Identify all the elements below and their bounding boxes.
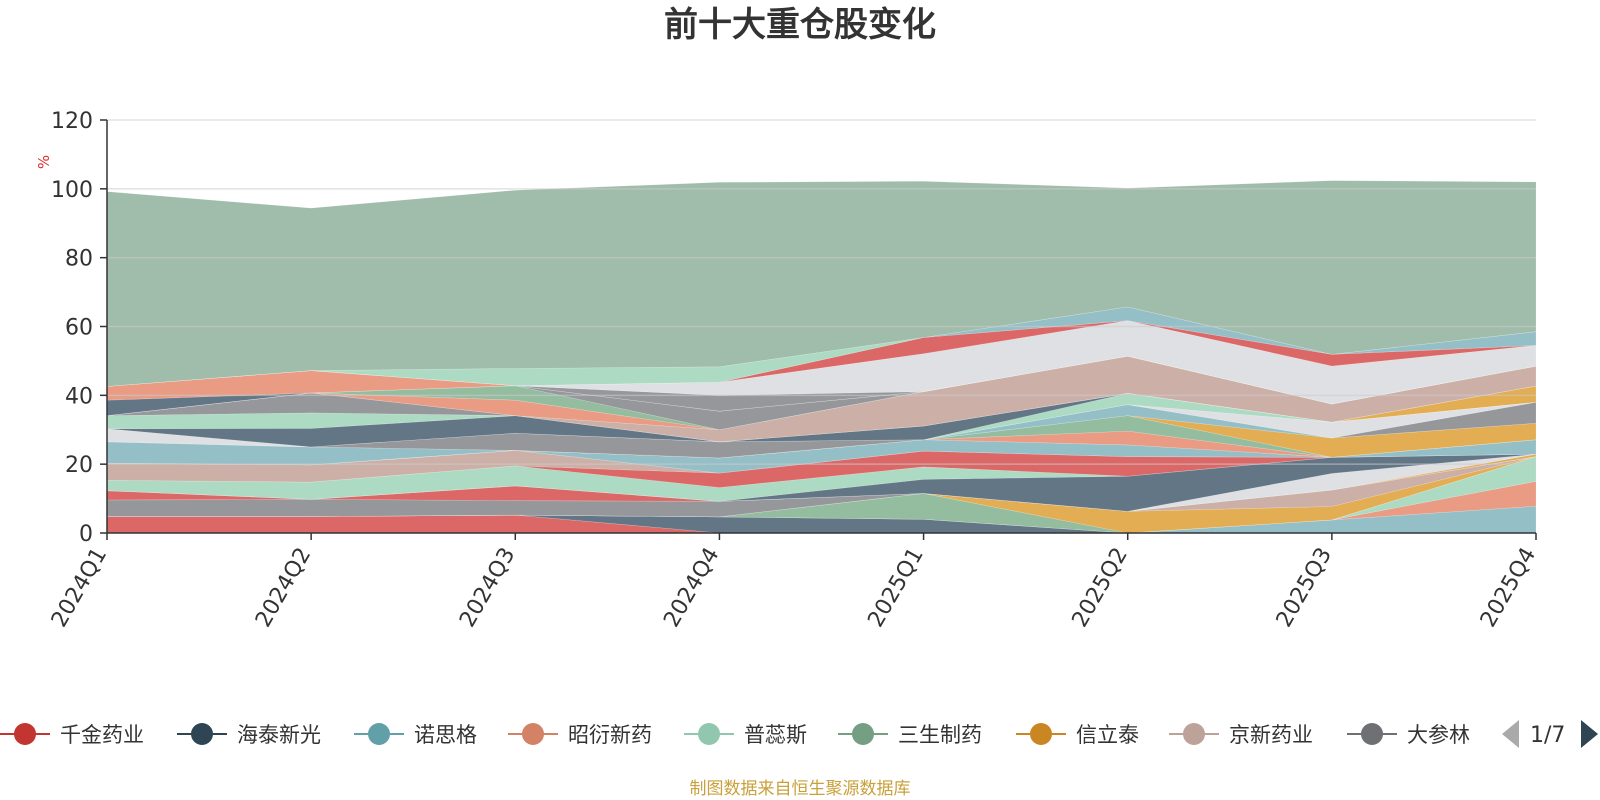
legend-marker-icon xyxy=(191,723,213,745)
x-tick-label-1: 2024Q2 xyxy=(251,544,316,632)
area-series-23 xyxy=(106,392,1537,448)
legend-label: 大参林 xyxy=(1407,723,1470,747)
y-tick-label-80: 80 xyxy=(65,247,93,272)
pager-label: 1/7 xyxy=(1530,723,1565,748)
legend-pager: 1/7 xyxy=(1502,720,1598,748)
area-series-9 xyxy=(106,456,1537,512)
legend-item-4[interactable]: 普蕊斯 xyxy=(684,723,807,747)
y-tick-label-20: 20 xyxy=(65,453,93,478)
x-tick-label-6: 2025Q3 xyxy=(1272,544,1337,632)
x-tick-label-2: 2024Q3 xyxy=(455,544,520,632)
legend-marker-icon xyxy=(852,723,874,745)
area-series-17 xyxy=(106,430,1537,466)
legend-item-8[interactable]: 大参林 xyxy=(1347,723,1470,747)
legend-marker-icon xyxy=(522,723,544,745)
pager-next-icon[interactable] xyxy=(1581,720,1598,748)
area-series-35 xyxy=(106,320,1537,405)
legend-item-2[interactable]: 诺思格 xyxy=(354,723,477,747)
y-tick-label-40: 40 xyxy=(65,384,93,409)
x-tick-label-0: 2024Q1 xyxy=(47,544,112,632)
legend-marker-icon xyxy=(1361,723,1383,745)
legend-label: 普蕊斯 xyxy=(744,723,807,747)
area-series-14 xyxy=(106,450,1537,488)
y-tick-label-0: 0 xyxy=(79,522,93,547)
legend-item-3[interactable]: 昭衍新药 xyxy=(508,723,652,747)
legend-label: 信立泰 xyxy=(1076,723,1139,747)
legend-marker-icon xyxy=(1030,723,1052,745)
x-tick-label-4: 2025Q1 xyxy=(863,544,928,632)
area-series-32 xyxy=(106,355,1537,416)
x-tick-label-3: 2024Q4 xyxy=(659,544,724,632)
legend: 千金药业 海泰新光 诺思格 昭衍新药 普蕊斯 三生制药 信立泰 京新药业 大参林 xyxy=(0,723,1470,747)
area-series-10 xyxy=(106,453,1537,512)
area-series-39 xyxy=(106,180,1537,387)
area-series-20 xyxy=(106,404,1537,466)
legend-marker-icon xyxy=(14,723,36,745)
area-series-18 xyxy=(106,415,1537,466)
area-series-33 xyxy=(106,355,1537,412)
data-source-note: 制图数据来自恒生聚源数据库 xyxy=(690,779,911,799)
grid-lines xyxy=(107,119,1536,465)
y-tick-label-100: 100 xyxy=(51,178,93,203)
legend-marker-icon xyxy=(1183,723,1205,745)
y-tick-label-120: 120 xyxy=(51,109,93,134)
legend-label: 昭衍新药 xyxy=(568,723,652,747)
legend-label: 三生制药 xyxy=(898,723,982,747)
y-axis-unit: % xyxy=(35,155,53,169)
x-tick-label-7: 2025Q4 xyxy=(1476,544,1541,632)
x-tick-label-5: 2025Q2 xyxy=(1068,544,1133,632)
legend-marker-icon xyxy=(698,723,720,745)
area-layers xyxy=(106,180,1537,534)
pager-prev-icon[interactable] xyxy=(1502,720,1519,748)
legend-item-5[interactable]: 三生制药 xyxy=(838,723,982,747)
area-series-16 xyxy=(106,439,1537,474)
legend-item-1[interactable]: 海泰新光 xyxy=(177,723,321,747)
legend-item-7[interactable]: 京新药业 xyxy=(1169,723,1313,747)
legend-label: 京新药业 xyxy=(1229,723,1313,747)
chart-title: 前十大重仓股变化 xyxy=(664,5,936,45)
legend-label: 千金药业 xyxy=(60,723,144,747)
legend-item-6[interactable]: 信立泰 xyxy=(1016,723,1139,747)
legend-marker-icon xyxy=(368,723,390,745)
legend-label: 海泰新光 xyxy=(237,723,321,747)
y-tick-label-60: 60 xyxy=(65,316,93,341)
legend-label: 诺思格 xyxy=(414,723,477,747)
area-series-22 xyxy=(106,401,1537,448)
legend-item-0[interactable]: 千金药业 xyxy=(0,723,144,747)
area-series-19 xyxy=(106,415,1537,466)
area-series-21 xyxy=(106,401,1537,459)
